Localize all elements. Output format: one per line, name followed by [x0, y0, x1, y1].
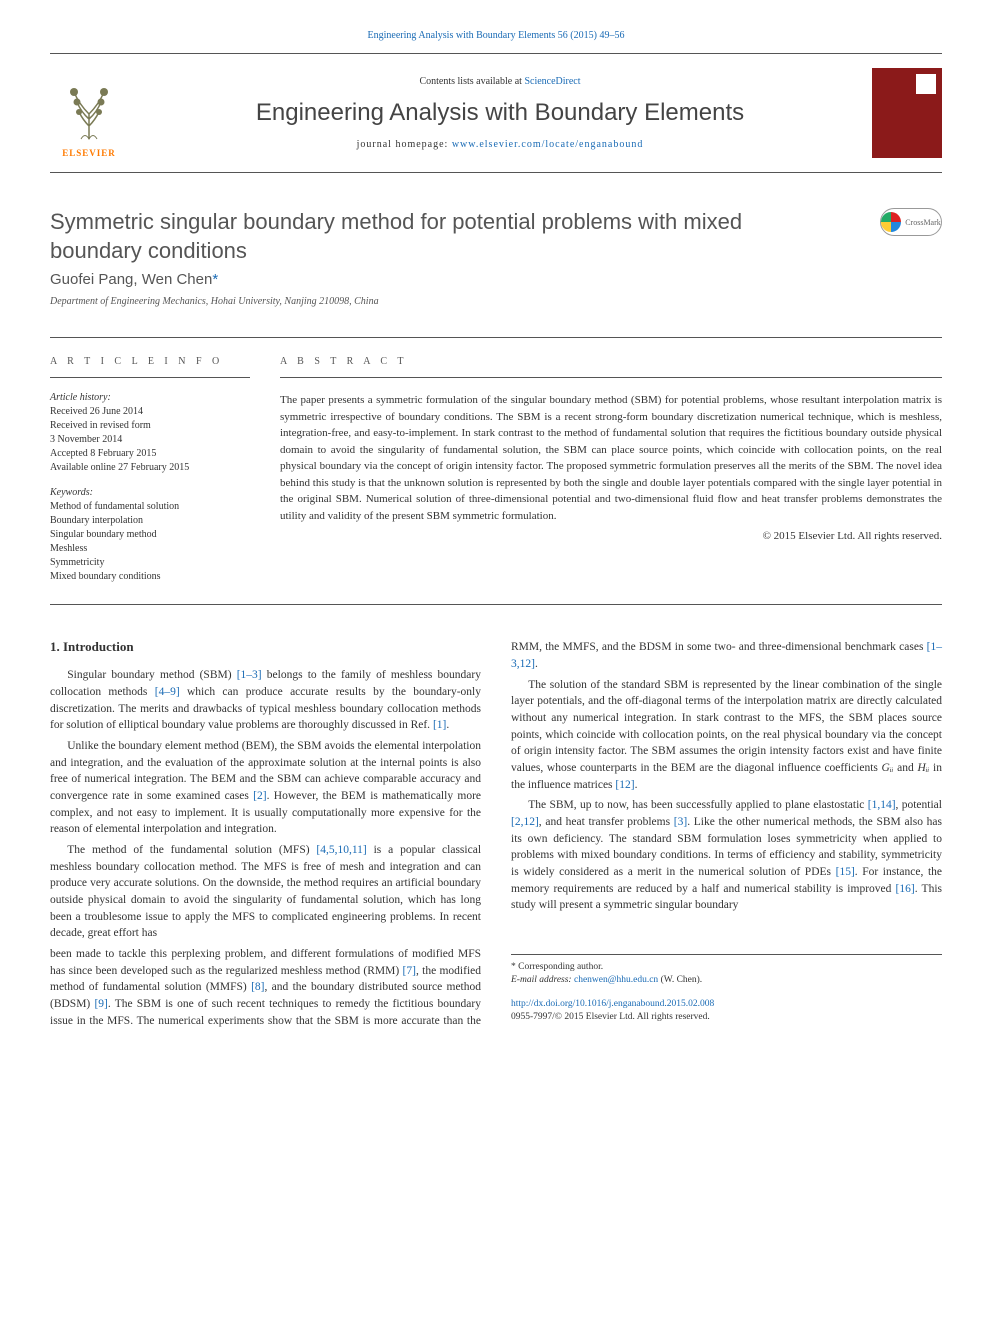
citation-link[interactable]: [1–3] [237, 669, 262, 681]
keyword-item: Symmetricity [50, 556, 250, 570]
elsevier-label: ELSEVIER [62, 148, 116, 158]
body-paragraph: Singular boundary method (SBM) [1–3] bel… [50, 667, 481, 734]
history-item: 3 November 2014 [50, 433, 250, 447]
keyword-item: Meshless [50, 542, 250, 556]
author-email-link[interactable]: chenwen@hhu.edu.cn [574, 975, 658, 985]
journal-name: Engineering Analysis with Boundary Eleme… [128, 99, 872, 127]
elsevier-logo: ELSEVIER [50, 68, 128, 158]
citation-link[interactable]: [4–9] [155, 686, 180, 698]
info-abstract-box: A R T I C L E I N F O Article history: R… [50, 337, 942, 605]
citation-link[interactable]: [1,14] [868, 799, 896, 811]
body-paragraph: Unlike the boundary element method (BEM)… [50, 738, 481, 838]
corresponding-author-note: * Corresponding author. [511, 961, 942, 974]
body-paragraph: The SBM, up to now, has been successfull… [511, 797, 942, 914]
citation-link[interactable]: [1] [433, 719, 446, 731]
article-title: Symmetric singular boundary method for p… [50, 208, 790, 265]
keywords-label: Keywords: [50, 487, 250, 498]
email-line: E-mail address: chenwen@hhu.edu.cn (W. C… [511, 974, 942, 987]
contents-lists-line: Contents lists available at ScienceDirec… [128, 76, 872, 87]
citation-link[interactable]: [4,5,10,11] [316, 844, 366, 856]
keyword-item: Mixed boundary conditions [50, 570, 250, 584]
doi-link[interactable]: http://dx.doi.org/10.1016/j.enganabound.… [511, 999, 714, 1009]
citation-link[interactable]: [15] [836, 866, 855, 878]
history-item: Available online 27 February 2015 [50, 461, 250, 475]
journal-homepage-link[interactable]: www.elsevier.com/locate/enganabound [452, 139, 644, 150]
citation-link[interactable]: [2,12] [511, 816, 539, 828]
history-label: Article history: [50, 392, 250, 403]
body-text: 1. Introduction Singular boundary method… [50, 639, 942, 1029]
history-item: Accepted 8 February 2015 [50, 447, 250, 461]
history-item: Received 26 June 2014 [50, 405, 250, 419]
affiliation: Department of Engineering Mechanics, Hoh… [50, 296, 942, 307]
authors-line: Guofei Pang, Wen Chen* [50, 271, 942, 288]
section-heading: 1. Introduction [50, 639, 481, 655]
body-paragraph: The method of the fundamental solution (… [50, 842, 481, 942]
keyword-item: Method of fundamental solution [50, 500, 250, 514]
elsevier-tree-icon [59, 84, 119, 144]
sciencedirect-link[interactable]: ScienceDirect [524, 76, 580, 87]
article-info-label: A R T I C L E I N F O [50, 356, 250, 378]
citation-link[interactable]: [7] [403, 965, 416, 977]
citation-link[interactable]: [9] [94, 998, 107, 1010]
corresponding-marker[interactable]: * [212, 271, 218, 288]
history-item: Received in revised form [50, 419, 250, 433]
crossmark-label: CrossMark [905, 218, 941, 227]
journal-header: ELSEVIER Contents lists available at Sci… [50, 53, 942, 173]
citation-link[interactable]: [8] [251, 981, 264, 993]
abstract-copyright: © 2015 Elsevier Ltd. All rights reserved… [280, 530, 942, 542]
abstract-text: The paper presents a symmetric formulati… [280, 392, 942, 524]
citation-link[interactable]: [12] [615, 779, 634, 791]
citation-link[interactable]: [16] [896, 883, 915, 895]
crossmark-badge[interactable]: CrossMark [880, 208, 942, 236]
keyword-item: Singular boundary method [50, 528, 250, 542]
crossmark-icon [881, 212, 901, 232]
abstract-label: A B S T R A C T [280, 356, 942, 378]
keyword-item: Boundary interpolation [50, 514, 250, 528]
citation-link[interactable]: [3] [674, 816, 687, 828]
journal-cover-icon [872, 68, 942, 158]
journal-issue-link[interactable]: Engineering Analysis with Boundary Eleme… [50, 30, 942, 41]
body-paragraph: The solution of the standard SBM is repr… [511, 677, 942, 794]
footer-block: * Corresponding author. E-mail address: … [511, 954, 942, 1024]
issn-copyright: 0955-7997/© 2015 Elsevier Ltd. All right… [511, 1011, 942, 1024]
journal-homepage-line: journal homepage: www.elsevier.com/locat… [128, 139, 872, 150]
citation-link[interactable]: [2] [253, 790, 266, 802]
